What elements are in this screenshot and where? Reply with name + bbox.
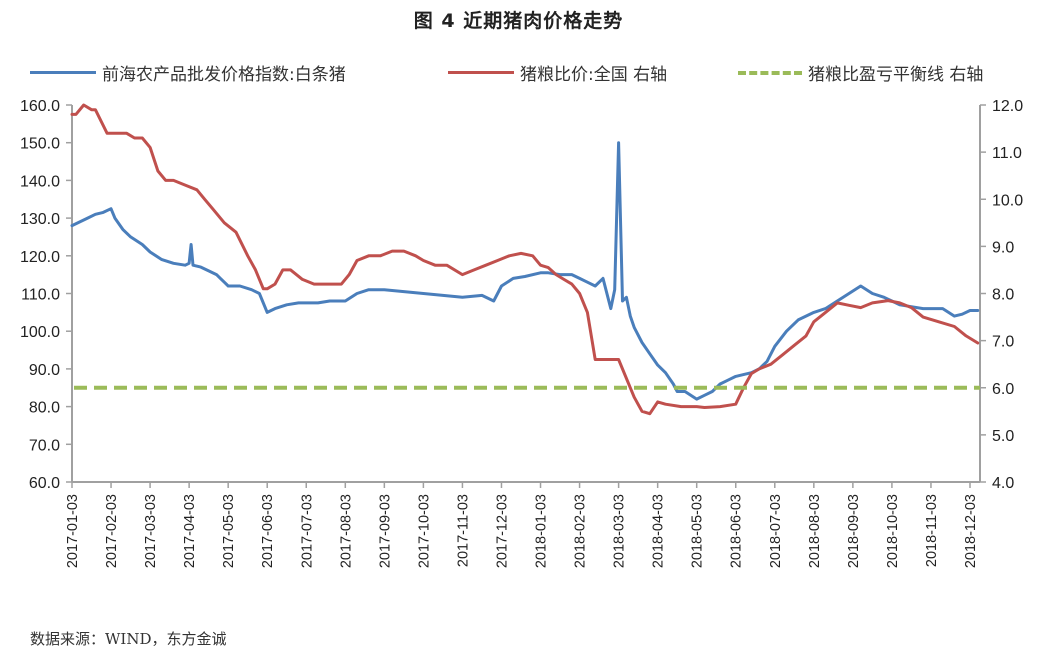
x-tick-label: 2017-05-03 [221, 494, 237, 568]
left-tick-label: 70.0 [29, 437, 60, 454]
x-tick-label: 2017-10-03 [416, 494, 432, 568]
legend-swatch-green-dashed-icon [738, 70, 802, 75]
left-tick-label: 150.0 [20, 136, 60, 153]
series-pork-index-line [70, 141, 980, 401]
right-tick-label: 12.0 [992, 98, 1023, 115]
legend-item-breakeven-line[interactable]: 猪粮比盈亏平衡线 右轴 [738, 60, 983, 85]
left-tick-label: 80.0 [29, 400, 60, 417]
legend-label: 猪粮比盈亏平衡线 右轴 [808, 65, 984, 85]
left-tick-label: 100.0 [20, 324, 60, 341]
right-tick-label: 7.0 [992, 334, 1014, 351]
x-tick-label: 2018-12-03 [963, 494, 979, 568]
x-tick-label: 2017-08-03 [338, 494, 354, 568]
series-hog-grain-ratio-line [70, 103, 980, 416]
legend-swatch-blue-line-icon [30, 71, 96, 74]
x-tick-label: 2017-04-03 [182, 494, 198, 568]
x-tick-label: 2018-10-03 [885, 494, 901, 568]
x-tick-label: 2017-02-03 [104, 494, 120, 568]
left-tick-label: 110.0 [21, 287, 60, 304]
x-tick-label: 2017-09-03 [377, 494, 393, 568]
series-lines [70, 103, 980, 416]
left-tick-label: 120.0 [20, 249, 60, 266]
x-tick-label: 2017-11-03 [455, 494, 471, 567]
x-tick-label: 2018-09-03 [846, 494, 862, 568]
legend-swatch-red-line-icon [448, 71, 514, 74]
x-tick-label: 2017-12-03 [494, 494, 510, 568]
legend-label: 猪粮比价:全国 右轴 [520, 65, 668, 85]
right-tick-label: 6.0 [992, 381, 1014, 398]
x-tick-label: 2017-03-03 [143, 494, 159, 568]
right-tick-label: 8.0 [992, 287, 1014, 304]
left-tick-label: 60.0 [29, 475, 60, 492]
x-tick-label: 2017-07-03 [299, 494, 315, 568]
right-tick-label: 11.0 [992, 145, 1022, 162]
x-tick-label: 2018-02-03 [573, 494, 589, 568]
x-tick-label: 2018-07-03 [768, 494, 784, 568]
x-tick-label: 2018-11-03 [924, 494, 940, 567]
right-tick-label: 9.0 [992, 239, 1014, 256]
x-tick-label: 2017-01-03 [65, 494, 81, 568]
x-tick-label: 2018-01-03 [534, 494, 550, 568]
x-tick-label: 2018-08-03 [807, 494, 823, 568]
left-tick-label: 140.0 [20, 173, 60, 190]
legend: 前海农产品批发价格指数:白条猪 猪粮比价:全国 右轴 猪粮比盈亏平衡线 右轴 [0, 60, 1037, 85]
x-tick-label: 2018-04-03 [651, 494, 667, 568]
axes: 60.0 70.0 80.0 90.0 100.0 110.0 120.0 130.0 140.… [20, 98, 1023, 568]
left-tick-label: 90.0 [29, 362, 60, 379]
x-tick-label: 2018-06-03 [729, 494, 745, 568]
legend-item-hog-grain-ratio[interactable]: 猪粮比价:全国 右轴 [448, 60, 667, 85]
right-tick-label: 4.0 [992, 475, 1014, 492]
right-tick-label: 5.0 [992, 428, 1014, 445]
x-tick-label: 2018-05-03 [690, 494, 706, 568]
right-tick-label: 10.0 [992, 192, 1023, 209]
chart-title: 图 4 近期猪肉价格走势 [413, 10, 624, 32]
legend-label: 前海农产品批发价格指数:白条猪 [102, 65, 346, 85]
left-tick-label: 130.0 [20, 211, 60, 228]
x-tick-label: 2018-03-03 [612, 494, 628, 568]
data-source-note: 数据来源：WIND，东方金诚 [30, 630, 227, 648]
legend-item-pork-index[interactable]: 前海农产品批发价格指数:白条猪 [30, 60, 346, 85]
left-tick-label: 160.0 [20, 98, 60, 115]
x-tick-label: 2017-06-03 [260, 494, 276, 568]
